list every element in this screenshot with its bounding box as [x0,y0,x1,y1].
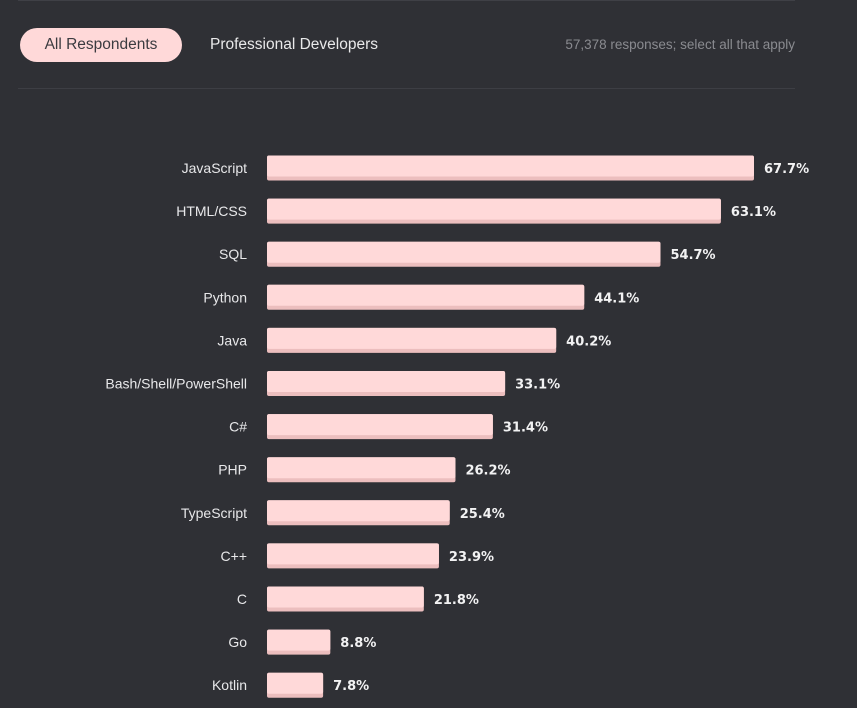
bar-face [267,586,424,608]
bar[interactable] [267,414,493,440]
bar-face [267,327,557,349]
bar-face [267,155,754,177]
value-label: 31.4% [503,421,548,436]
top-divider [18,0,795,1]
bar[interactable] [267,672,324,698]
value-label: 21.8% [434,593,479,608]
category-label: Bash/Shell/PowerShell [105,376,247,392]
bar[interactable] [267,327,557,353]
bar-face [267,414,493,436]
bar-face [267,241,661,263]
bar-face [267,500,450,522]
header-divider [18,88,795,89]
bar[interactable] [267,500,450,526]
bar[interactable] [267,371,506,396]
value-label: 26.2% [465,464,510,479]
bar[interactable] [267,198,721,224]
bar-face [267,198,721,220]
value-label: 23.9% [449,550,494,565]
category-label: C++ [221,548,247,564]
category-label: C [237,591,247,607]
tab-professional-developers[interactable]: Professional Developers [210,36,379,53]
bar-face [267,672,324,694]
bar-face [267,543,439,565]
value-label: 8.8% [340,636,376,651]
value-label: 67.7% [764,162,809,177]
tab-all-respondents[interactable]: All Respondents [20,28,182,62]
category-label: Go [228,634,247,650]
bar[interactable] [267,284,585,310]
category-label: PHP [218,462,247,478]
bar-face [267,457,456,479]
value-label: 54.7% [670,248,715,263]
category-label: Kotlin [212,677,247,693]
category-label: HTML/CSS [176,203,247,219]
value-label: 33.1% [515,378,560,393]
category-label: Java [217,332,247,348]
bar-face [267,371,506,392]
value-label: 25.4% [460,507,505,522]
bar[interactable] [267,155,754,181]
bar[interactable] [267,457,456,483]
respondent-filter-tabs: All Respondents Professional Developers … [20,28,796,62]
value-label: 63.1% [731,205,776,220]
bar[interactable] [267,586,424,612]
value-label: 44.1% [594,291,639,306]
bar[interactable] [267,629,331,655]
value-label: 7.8% [333,679,369,694]
category-label: SQL [219,246,247,262]
bar-face [267,284,585,306]
category-label: Python [203,289,247,305]
value-label: 40.2% [566,334,611,349]
bar[interactable] [267,543,439,569]
responses-count-note: 57,378 responses; select all that apply [565,37,795,52]
category-label: TypeScript [181,505,247,521]
category-label: C# [229,419,247,435]
category-label: JavaScript [182,160,247,176]
bar[interactable] [267,241,661,267]
bar-face [267,629,331,651]
